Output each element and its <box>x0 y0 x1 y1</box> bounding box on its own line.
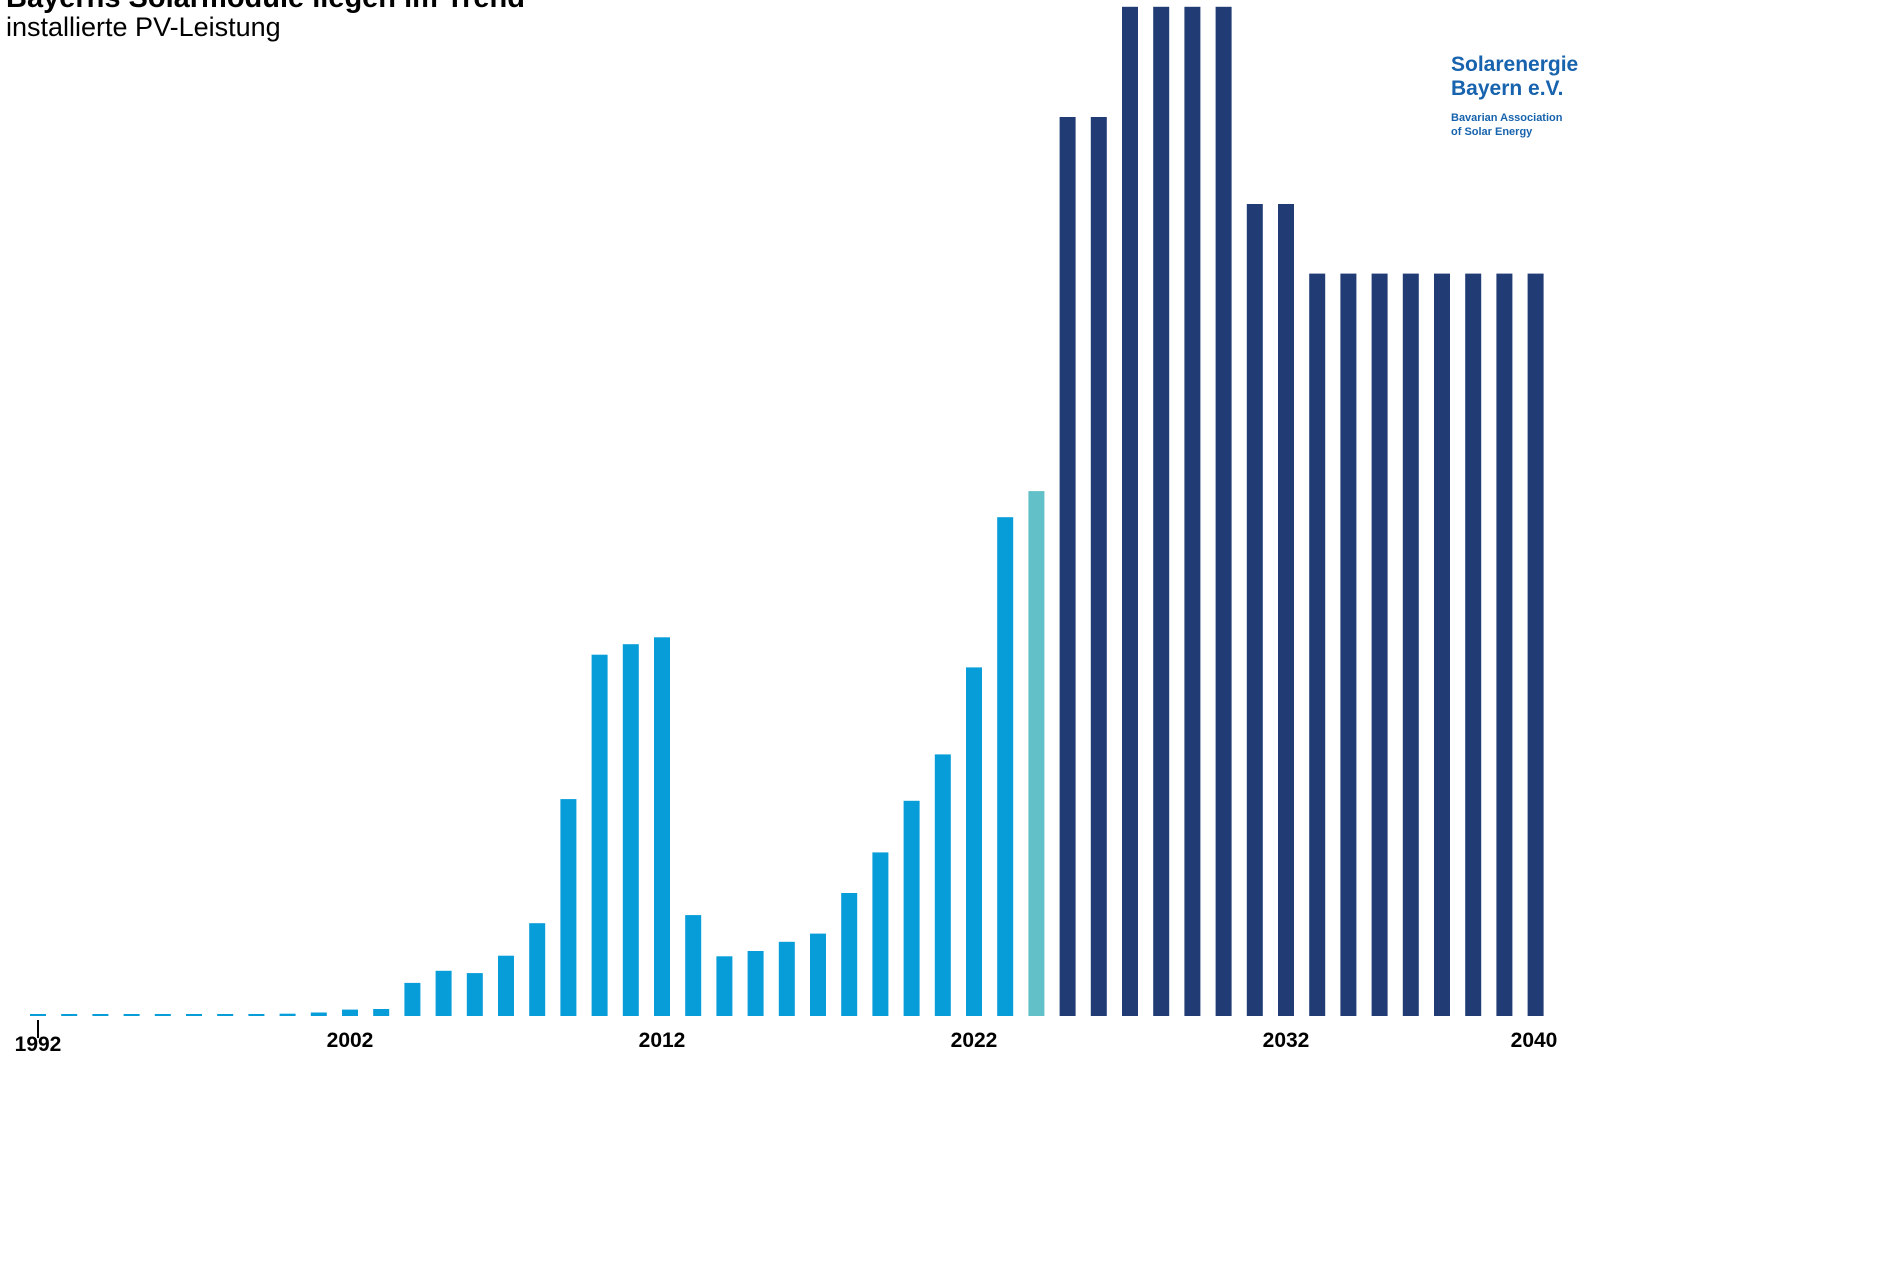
bar-2016 <box>778 941 795 1016</box>
bar-2029 <box>1184 6 1201 1017</box>
bar-1997 <box>186 1014 202 1016</box>
bar-2033 <box>1309 273 1326 1017</box>
logo-line-1: Solarenergie <box>1451 53 1579 76</box>
bar-1992 <box>30 1014 46 1016</box>
bar-2013 <box>685 915 702 1016</box>
bar-2021 <box>934 754 951 1016</box>
bar-2015 <box>747 951 764 1016</box>
chart-subtitle: installierte PV-Leistung <box>6 12 281 42</box>
bar-2026 <box>1090 117 1107 1016</box>
bar-2025 <box>1059 117 1076 1016</box>
bar-2004 <box>404 982 421 1016</box>
logo-line-3: Bavarian Association <box>1451 112 1563 124</box>
bar-2038 <box>1465 273 1482 1017</box>
bar-2037 <box>1434 273 1450 1017</box>
x-tick-label-1992: 1992 <box>15 1033 62 1056</box>
bar-2022 <box>966 667 982 1016</box>
bar-2009 <box>560 799 577 1016</box>
bar-2017 <box>810 933 826 1016</box>
bar-2001 <box>310 1012 327 1016</box>
x-tick-label-2040: 2040 <box>1511 1029 1558 1052</box>
bar-1995 <box>123 1014 140 1016</box>
association-logo: Solarenergie Bayern e.V. Bavarian Associ… <box>1451 53 1578 139</box>
x-tick-label-2032: 2032 <box>1263 1029 1310 1052</box>
x-tick-label-2012: 2012 <box>639 1029 686 1052</box>
bar-2012 <box>654 637 670 1016</box>
bar-2000 <box>279 1013 296 1016</box>
bar-2008 <box>529 923 546 1016</box>
bar-2014 <box>716 956 733 1016</box>
bar-2028 <box>1153 6 1170 1017</box>
bar-2034 <box>1340 273 1357 1017</box>
logo-line-2: Bayern e.V. <box>1451 77 1564 100</box>
bar-2011 <box>622 644 639 1016</box>
pv-bar-chart: 1992 2002 2012 2022 2032 2040 <box>15 6 1558 1056</box>
bar-2030 <box>1215 6 1232 1017</box>
bar-2019 <box>872 852 889 1016</box>
bar-2007 <box>498 955 514 1016</box>
bar-1998 <box>217 1014 234 1016</box>
bar-2006 <box>466 973 483 1016</box>
x-axis-ticks: 1992 2002 2012 2022 2032 2040 <box>15 1029 1558 1056</box>
bar-2039 <box>1496 273 1513 1017</box>
chart-title: Bayerns Solarmodule liegen im Trend <box>6 0 525 15</box>
bar-2023 <box>997 517 1014 1016</box>
bar-1996 <box>154 1014 171 1016</box>
bar-2002 <box>342 1009 358 1016</box>
bar-2020 <box>903 800 920 1016</box>
bar-2035 <box>1371 273 1388 1017</box>
bar-2032 <box>1278 204 1294 1016</box>
bar-2027 <box>1122 6 1138 1017</box>
logo-line-4: of Solar Energy <box>1451 126 1533 138</box>
bar-2018 <box>841 893 858 1016</box>
bar-2003 <box>373 1009 390 1016</box>
bar-1993 <box>61 1014 78 1016</box>
x-tick-label-2002: 2002 <box>327 1029 374 1052</box>
bar-1994 <box>92 1014 109 1016</box>
bars-group <box>30 6 1544 1017</box>
x-tick-label-2022: 2022 <box>951 1029 998 1052</box>
bar-2005 <box>435 970 452 1016</box>
bar-2031 <box>1246 204 1263 1016</box>
bar-2040 <box>1527 273 1544 1017</box>
bar-2036 <box>1402 273 1419 1017</box>
bar-2010 <box>591 654 608 1016</box>
bar-2024 <box>1028 491 1045 1017</box>
bar-1999 <box>248 1014 265 1016</box>
